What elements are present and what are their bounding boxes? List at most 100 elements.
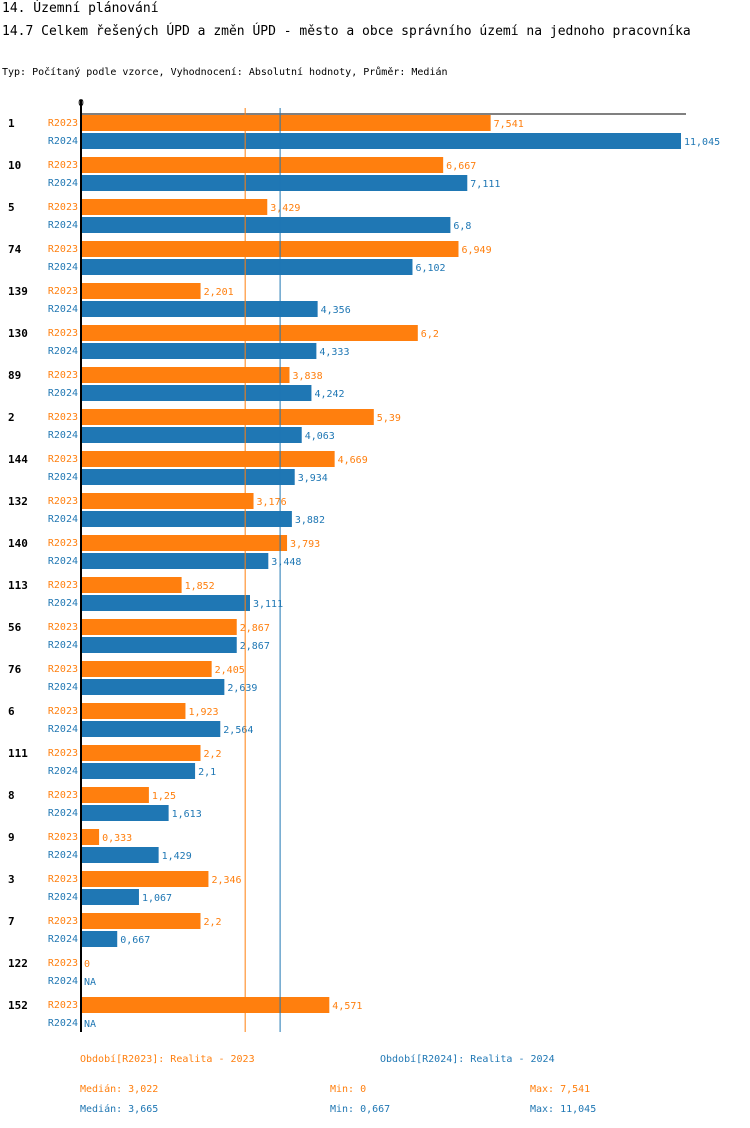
legend-r2023: Období[R2023]: Realita - 2023	[80, 1054, 255, 1065]
data-label: 2,867	[240, 641, 270, 652]
section-title: 14. Územní plánování	[2, 1, 159, 16]
series-label: R2023	[48, 160, 78, 171]
median-r2024: Medián: 3,665	[80, 1104, 159, 1115]
bar-r2024	[81, 637, 237, 653]
series-label: R2023	[48, 622, 78, 633]
category-label: 122	[8, 957, 28, 970]
data-label: 6,8	[453, 221, 471, 232]
series-label: R2024	[48, 388, 78, 399]
series-label: R2024	[48, 136, 78, 147]
bar-r2023	[81, 115, 491, 131]
data-label: 3,934	[298, 473, 328, 484]
data-label: 2,201	[204, 287, 234, 298]
bar-r2023	[81, 325, 418, 341]
category-label: 56	[8, 621, 22, 634]
bar-r2024	[81, 175, 468, 191]
category-label: 3	[8, 873, 15, 886]
bar-r2024	[81, 301, 318, 317]
data-label: 3,429	[270, 203, 300, 214]
data-label: 6,667	[446, 161, 476, 172]
series-label: R2023	[48, 538, 78, 549]
category-label: 130	[8, 327, 28, 340]
category-label: 76	[8, 663, 22, 676]
category-label: 1	[8, 117, 15, 130]
category-label: 6	[8, 705, 15, 718]
data-label: 2,2	[204, 749, 222, 760]
series-label: R2024	[48, 220, 78, 231]
data-label: 1,613	[172, 809, 202, 820]
bar-r2023	[81, 577, 182, 593]
series-label: R2024	[48, 178, 78, 189]
category-label: 89	[8, 369, 21, 382]
data-label: 1,852	[185, 581, 215, 592]
data-label: 4,333	[319, 347, 349, 358]
category-label: 2	[8, 411, 15, 424]
series-label: R2023	[48, 1000, 78, 1011]
data-label: 2,639	[227, 683, 257, 694]
bar-r2024	[81, 259, 413, 275]
series-label: R2023	[48, 412, 78, 423]
data-label: 2,2	[204, 917, 222, 928]
series-label: R2024	[48, 682, 78, 693]
series-label: R2024	[48, 892, 78, 903]
data-label: 6,102	[415, 263, 445, 274]
data-label: 3,838	[292, 371, 322, 382]
bar-r2024	[81, 553, 269, 569]
bar-r2024	[81, 931, 118, 947]
series-label: R2023	[48, 286, 78, 297]
series-label: R2023	[48, 916, 78, 927]
series-label: R2024	[48, 262, 78, 273]
bar-r2023	[81, 997, 330, 1013]
data-label: 2,346	[211, 875, 241, 886]
series-label: R2023	[48, 706, 78, 717]
series-label: R2024	[48, 346, 78, 357]
bar-r2023	[81, 787, 149, 803]
series-label: R2023	[48, 202, 78, 213]
bar-r2023	[81, 829, 100, 845]
data-label: 4,242	[314, 389, 344, 400]
series-label: R2024	[48, 640, 78, 651]
bar-r2024	[81, 343, 317, 359]
category-label: 139	[8, 285, 28, 298]
data-label: 2,867	[240, 623, 270, 634]
bar-r2024	[81, 847, 159, 863]
data-label: 0,667	[120, 935, 150, 946]
series-label: R2024	[48, 304, 78, 315]
bar-r2023	[81, 913, 201, 929]
chart-subtitle: Typ: Počítaný podle vzorce, Vyhodnocení:…	[2, 67, 448, 78]
bar-r2023	[81, 535, 288, 551]
data-label: 3,111	[253, 599, 283, 610]
bar-r2024	[81, 889, 139, 905]
bar-r2024	[81, 595, 250, 611]
data-label: 4,571	[332, 1001, 362, 1012]
data-label: 4,669	[338, 455, 368, 466]
bar-r2024	[81, 385, 312, 401]
series-label: R2023	[48, 790, 78, 801]
category-label: 144	[8, 453, 28, 466]
bar-r2024	[81, 679, 225, 695]
bar-r2024	[81, 763, 196, 779]
data-label: 6,2	[421, 329, 439, 340]
category-label: 5	[8, 201, 15, 214]
category-label: 8	[8, 789, 15, 802]
max-r2024: Max: 11,045	[530, 1104, 597, 1115]
series-label: R2023	[48, 664, 78, 675]
series-label: R2024	[48, 514, 78, 525]
data-label: 0	[84, 959, 90, 970]
series-label: R2024	[48, 850, 78, 861]
data-label: NA	[84, 1019, 96, 1030]
series-label: R2023	[48, 118, 78, 129]
bar-r2024	[81, 805, 169, 821]
series-label: R2024	[48, 808, 78, 819]
series-label: R2023	[48, 496, 78, 507]
bar-r2024	[81, 427, 302, 443]
data-label: 3,882	[295, 515, 325, 526]
data-label: 4,063	[305, 431, 335, 442]
bar-r2024	[81, 133, 681, 149]
bar-r2023	[81, 745, 201, 761]
legend-r2024: Období[R2024]: Realita - 2024	[380, 1054, 555, 1065]
bar-r2023	[81, 619, 237, 635]
category-label: 132	[8, 495, 28, 508]
series-label: R2024	[48, 724, 78, 735]
category-label: 111	[8, 747, 28, 760]
